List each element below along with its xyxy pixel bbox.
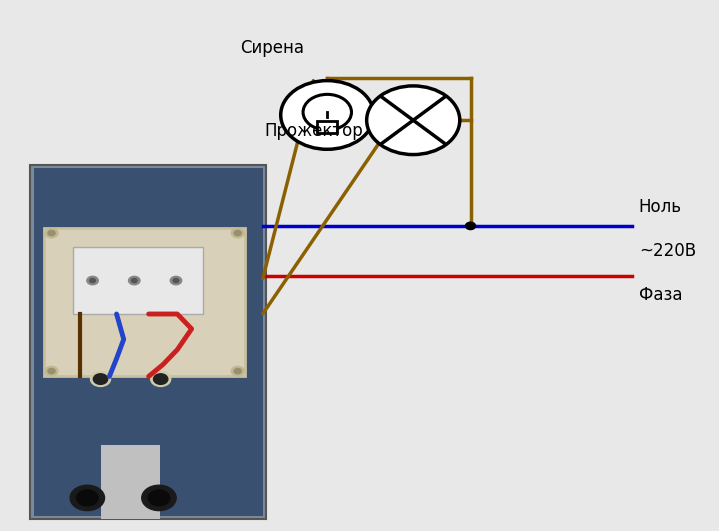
- Bar: [318, 121, 337, 133]
- Circle shape: [151, 372, 170, 387]
- Text: Фаза: Фаза: [638, 286, 682, 304]
- Circle shape: [87, 276, 99, 285]
- Circle shape: [465, 222, 475, 229]
- Circle shape: [154, 374, 168, 384]
- Text: ~220В: ~220В: [638, 242, 696, 260]
- Bar: [45, 228, 245, 376]
- Circle shape: [91, 372, 111, 387]
- Circle shape: [232, 366, 244, 376]
- Circle shape: [173, 278, 179, 282]
- Circle shape: [132, 278, 137, 282]
- Circle shape: [90, 278, 96, 282]
- Bar: [30, 165, 267, 519]
- Circle shape: [45, 228, 58, 238]
- Circle shape: [93, 374, 108, 384]
- Circle shape: [45, 366, 58, 376]
- Circle shape: [170, 276, 182, 285]
- Circle shape: [303, 95, 352, 130]
- Circle shape: [232, 228, 244, 238]
- Circle shape: [48, 230, 55, 236]
- Circle shape: [280, 81, 374, 149]
- Circle shape: [48, 369, 55, 374]
- Circle shape: [234, 230, 242, 236]
- Circle shape: [367, 86, 459, 155]
- Text: Сирена: Сирена: [240, 39, 304, 57]
- Text: Прожектор: Прожектор: [265, 122, 363, 140]
- Bar: [34, 168, 263, 517]
- Bar: [73, 247, 203, 314]
- Circle shape: [129, 276, 140, 285]
- Circle shape: [70, 485, 104, 511]
- Circle shape: [234, 369, 242, 374]
- Circle shape: [142, 485, 176, 511]
- Bar: [101, 445, 160, 519]
- Circle shape: [148, 490, 170, 506]
- Circle shape: [77, 490, 98, 506]
- Text: Ноль: Ноль: [638, 199, 682, 216]
